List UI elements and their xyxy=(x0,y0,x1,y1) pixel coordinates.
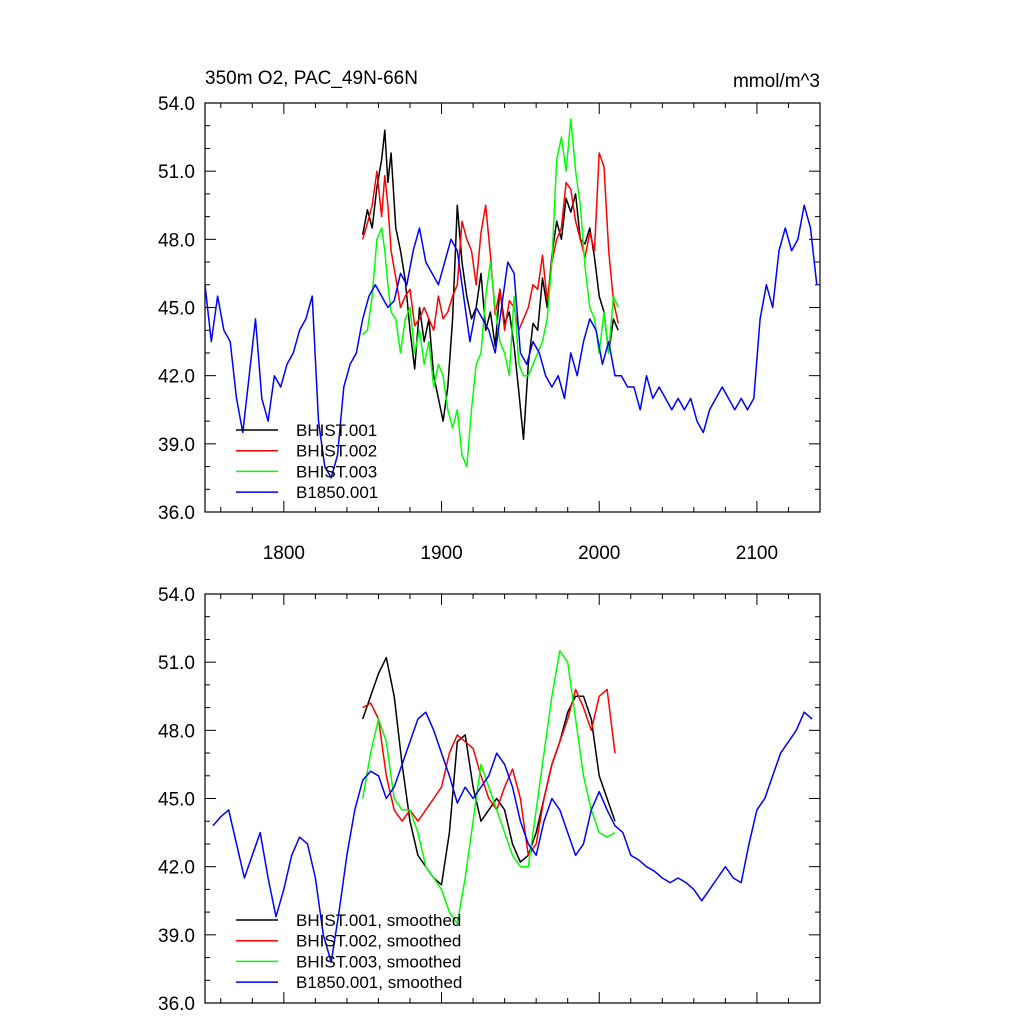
y-tick-label: 36.0 xyxy=(158,994,195,1015)
y-tick-label: 51.0 xyxy=(158,162,195,183)
series-line-b1850-001 xyxy=(212,711,813,963)
series-group xyxy=(212,650,813,963)
legend-label: B1850.001 xyxy=(296,483,378,502)
series-line-bhist-003 xyxy=(361,650,616,925)
legend-label: BHIST.003, smoothed xyxy=(296,952,461,971)
legend-label: BHIST.002 xyxy=(296,442,377,461)
x-tick-label: 1800 xyxy=(263,543,305,564)
series-line-bhist-002 xyxy=(362,688,616,857)
y-tick-label: 48.0 xyxy=(158,721,195,742)
y-tick-label: 36.0 xyxy=(158,503,195,524)
series-group xyxy=(205,118,818,479)
y-tick-label: 45.0 xyxy=(158,790,195,811)
bottom-panel: 36.0 39.0 42.0 45.0 48.0 51.0 54.0 BHIST.001, s… xyxy=(158,585,821,1015)
y-tick-label: 42.0 xyxy=(158,858,195,879)
x-tick-label: 2000 xyxy=(578,543,620,564)
series-line-bhist-001 xyxy=(361,129,619,441)
legend-label: BHIST.002, smoothed xyxy=(296,932,461,951)
top-panel: 350m O2, PAC_49N-66N mmol/m^3 36.0 39.0 42… xyxy=(158,68,821,564)
y-tick-label: 45.0 xyxy=(158,299,195,320)
chart-title: 350m O2, PAC_49N-66N xyxy=(205,68,418,89)
y-tick-label: 54.0 xyxy=(158,94,195,115)
y-tick-label: 42.0 xyxy=(158,367,195,388)
y-tick-label: 39.0 xyxy=(158,435,195,456)
legend-label: BHIST.003 xyxy=(296,462,377,481)
series-line-bhist-002 xyxy=(361,152,619,331)
series-line-b1850-001 xyxy=(205,204,818,479)
y-tick-label: 51.0 xyxy=(158,653,195,674)
series-line-bhist-003 xyxy=(362,118,619,468)
y-tick-label: 39.0 xyxy=(158,926,195,947)
legend-label: BHIST.001 xyxy=(296,421,377,440)
x-tick-label: 2100 xyxy=(736,543,778,564)
y-tick-label: 48.0 xyxy=(158,230,195,251)
x-tick-label: 1900 xyxy=(420,543,462,564)
units-label: mmol/m^3 xyxy=(733,71,820,92)
y-tick-label: 54.0 xyxy=(158,585,195,606)
legend-label: B1850.001, smoothed xyxy=(296,973,462,992)
legend-label: BHIST.001, smoothed xyxy=(296,911,461,930)
